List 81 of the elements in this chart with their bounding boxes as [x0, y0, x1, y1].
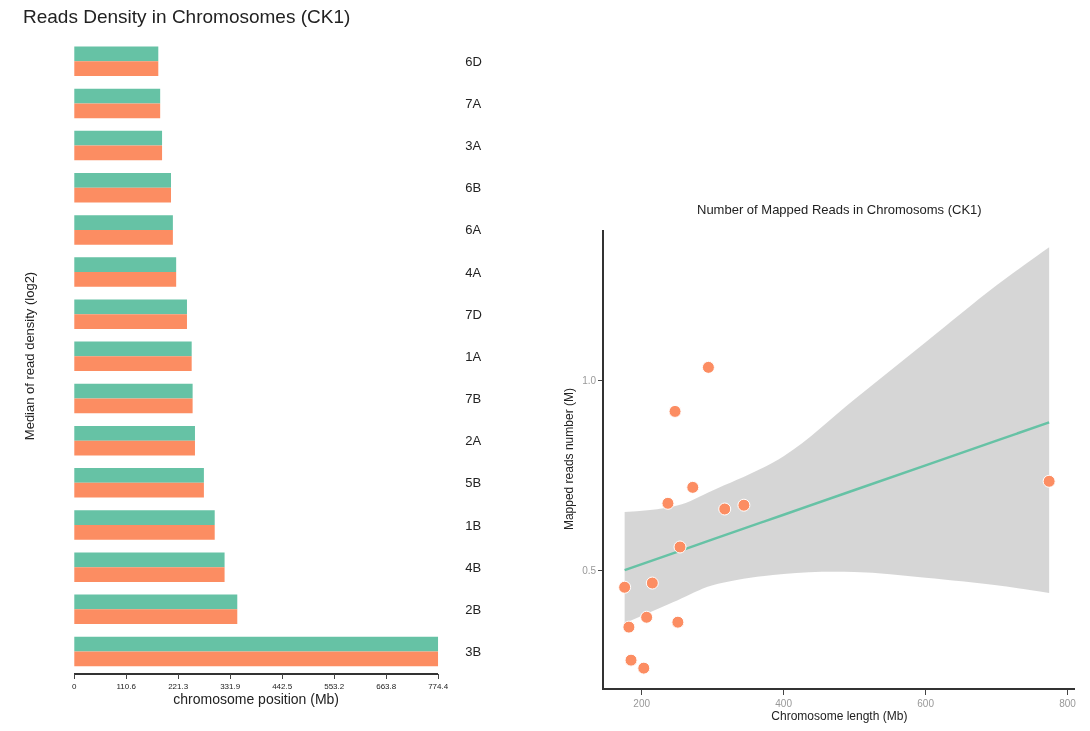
x-tick-label: 400: [775, 697, 793, 709]
bar: [74, 468, 204, 483]
bar: [74, 425, 195, 441]
y-tick-label: 1B: [465, 517, 482, 533]
bar: [74, 187, 171, 203]
bar: [74, 299, 187, 315]
point: [624, 653, 638, 667]
bar: [74, 636, 439, 652]
point: [718, 502, 732, 516]
point: [661, 496, 675, 510]
x-tick-label: 221.3: [168, 681, 189, 691]
bar: [74, 594, 238, 610]
bar: [74, 272, 177, 287]
y-tick-label: 4A: [465, 264, 482, 280]
point: [645, 576, 659, 590]
y-tick-label: 2A: [465, 433, 482, 449]
y-axis-title: Median of read density (log2): [22, 271, 38, 441]
bar: [74, 510, 215, 525]
bar: [74, 552, 225, 568]
bar: [74, 482, 204, 498]
point: [640, 610, 654, 624]
point: [622, 620, 636, 634]
bar: [74, 524, 215, 540]
x-tick-label: 663.8: [376, 681, 397, 691]
x-tick-label: 331.9: [220, 681, 241, 691]
bar: [74, 257, 177, 273]
bar: [74, 229, 173, 245]
point: [671, 615, 685, 629]
bar: [74, 440, 195, 456]
y-tick-label: 3A: [465, 138, 482, 154]
y-tick-label: 1.0: [582, 374, 597, 386]
point: [637, 661, 651, 675]
x-axis-title: Chromosome length (Mb): [771, 708, 908, 723]
x-tick-label: 0: [71, 681, 77, 691]
bar: [74, 314, 187, 329]
x-axis-title: chromosome position (Mb): [173, 690, 340, 707]
y-tick-label: 7B: [465, 391, 482, 407]
chart-title: Reads Density in Chromosomes (CK1): [23, 6, 351, 27]
bar: [74, 61, 159, 77]
point: [701, 360, 715, 374]
y-tick-label: 6A: [465, 222, 482, 238]
y-tick-label: 7D: [465, 306, 482, 322]
bar: [74, 46, 159, 62]
bar: [74, 103, 161, 119]
x-tick-label: 600: [917, 697, 935, 709]
y-tick-label: 5B: [465, 475, 482, 491]
point: [673, 540, 687, 554]
y-axis-title: Mapped reads number (M): [561, 388, 576, 531]
y-tick-label: 6B: [465, 180, 482, 196]
bar: [74, 145, 163, 161]
y-tick-label: 2B: [465, 601, 482, 617]
point: [737, 498, 751, 512]
bar: [74, 356, 192, 372]
bar: [74, 341, 192, 357]
point: [686, 480, 700, 494]
y-tick-label: 1A: [465, 348, 482, 364]
chart-title: Number of Mapped Reads in Chromosoms (CK1): [697, 202, 982, 217]
y-tick-label: 3B: [465, 643, 482, 659]
point: [1042, 474, 1056, 488]
x-tick-label: 110.6: [116, 681, 137, 691]
bar: [74, 651, 439, 667]
x-tick-label: 442.5: [272, 681, 293, 691]
x-tick-label: 800: [1059, 697, 1077, 709]
point: [668, 404, 682, 418]
y-tick-label: 4B: [465, 559, 482, 575]
bar: [74, 173, 171, 188]
line-series: [623, 421, 1051, 572]
bar: [74, 130, 163, 146]
bar: [74, 567, 225, 582]
bar: [74, 609, 238, 625]
bar: [74, 398, 193, 414]
x-tick-label: 774.4: [428, 681, 449, 691]
point: [618, 580, 632, 594]
bar: [74, 215, 173, 230]
bar: [74, 88, 161, 104]
x-tick-label: 200: [633, 697, 651, 709]
bar: [74, 383, 193, 399]
y-tick-label: 0.5: [582, 564, 597, 576]
y-tick-label: 6D: [465, 53, 482, 69]
y-tick-label: 7A: [465, 95, 482, 111]
x-tick-label: 553.2: [324, 681, 345, 691]
